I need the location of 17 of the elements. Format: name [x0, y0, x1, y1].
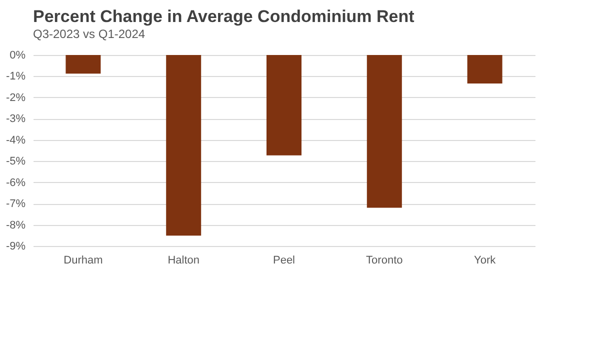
y-tick-label: -5%	[6, 156, 26, 168]
chart-title: Percent Change in Average Condominium Rent	[33, 7, 415, 26]
x-tick-label: Peel	[272, 254, 296, 266]
y-tick-label: -6%	[6, 176, 26, 189]
y-tick-label: -4%	[6, 134, 26, 146]
x-tick-label: Toronto	[366, 254, 403, 266]
x-tick-label: York	[474, 254, 496, 266]
y-tick-label: 0%	[10, 50, 26, 62]
y-tick-label: -9%	[6, 240, 26, 252]
x-tick-label: Durham	[64, 254, 103, 266]
x-tick-label: Halton	[168, 254, 200, 266]
y-tick-label: -3%	[6, 113, 26, 126]
y-tick-label: -7%	[6, 198, 26, 210]
y-tick-label: -1%	[6, 70, 26, 83]
chart-subtitle: Q3-2023 vs Q1-2024	[33, 27, 146, 41]
y-tick-label: -2%	[6, 92, 26, 104]
y-tick-label: -8%	[6, 219, 26, 232]
